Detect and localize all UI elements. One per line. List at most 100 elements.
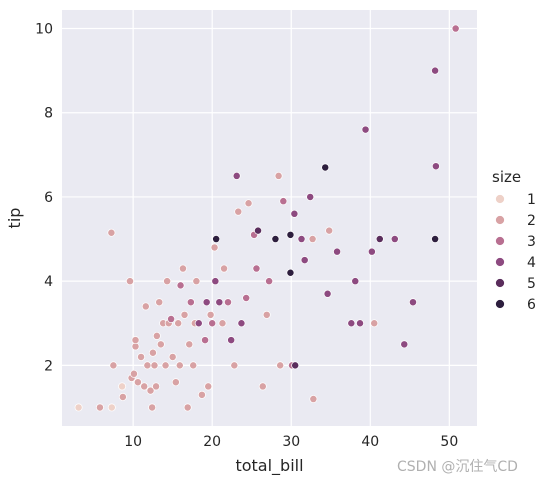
data-point xyxy=(140,382,149,391)
data-point xyxy=(215,298,224,307)
data-point xyxy=(254,226,262,235)
data-point xyxy=(174,319,183,328)
data-point xyxy=(300,256,309,265)
legend: size 1 2 3 4 5 6 xyxy=(492,168,536,313)
data-point xyxy=(107,228,116,237)
legend-marker xyxy=(495,278,505,288)
legend-title: size xyxy=(492,168,521,186)
data-point xyxy=(208,319,217,328)
data-point xyxy=(252,264,261,273)
data-point xyxy=(211,277,220,286)
data-point xyxy=(109,361,118,370)
data-point xyxy=(361,125,370,134)
legend-label: 1 xyxy=(527,192,536,208)
x-tick-label: 30 xyxy=(282,434,300,450)
data-point xyxy=(323,289,332,298)
data-point xyxy=(321,163,330,172)
data-point xyxy=(131,336,140,345)
legend-label: 2 xyxy=(527,213,536,229)
legend-label: 5 xyxy=(527,276,536,292)
data-point xyxy=(212,235,221,244)
data-point xyxy=(409,298,417,307)
data-point xyxy=(107,403,116,412)
plot-background xyxy=(62,10,477,426)
data-point xyxy=(176,281,185,290)
data-point xyxy=(291,361,300,370)
data-point xyxy=(244,199,253,208)
data-point xyxy=(152,382,161,391)
data-point xyxy=(148,348,157,357)
data-point xyxy=(118,382,127,391)
data-point xyxy=(156,340,165,349)
data-point xyxy=(194,319,203,328)
data-point xyxy=(137,352,145,361)
data-point xyxy=(297,235,306,244)
data-point xyxy=(74,403,83,412)
data-point xyxy=(400,340,409,349)
x-tick-labels: 10 20 30 40 50 xyxy=(124,434,458,450)
data-point xyxy=(163,277,172,286)
data-point xyxy=(161,361,170,370)
data-point xyxy=(286,268,295,277)
data-point xyxy=(242,294,251,302)
legend-label: 4 xyxy=(527,255,536,271)
data-point xyxy=(367,247,376,256)
data-point xyxy=(347,319,356,328)
data-point xyxy=(274,171,283,180)
data-point xyxy=(431,235,440,244)
y-tick-label: 6 xyxy=(44,190,53,206)
data-point xyxy=(220,264,228,273)
data-point xyxy=(265,277,274,286)
legend-marker xyxy=(495,236,505,246)
data-point xyxy=(230,361,239,370)
data-point xyxy=(183,403,192,412)
y-axis-label: tip xyxy=(5,208,24,229)
x-tick-label: 10 xyxy=(124,434,142,450)
data-point xyxy=(262,310,271,319)
data-point xyxy=(375,235,384,244)
data-point xyxy=(290,209,299,218)
data-point xyxy=(227,336,236,345)
data-point xyxy=(152,331,161,340)
data-point xyxy=(308,235,317,244)
data-point xyxy=(232,171,241,180)
data-point xyxy=(167,315,176,324)
data-point xyxy=(351,277,360,286)
data-point xyxy=(186,298,195,307)
legend-marker xyxy=(495,215,505,225)
data-points xyxy=(74,24,460,412)
legend-marker xyxy=(495,299,505,309)
data-point xyxy=(210,243,219,252)
data-point xyxy=(333,247,342,256)
y-tick-label: 8 xyxy=(44,106,53,122)
data-point xyxy=(271,235,280,244)
data-point xyxy=(141,302,150,311)
x-axis-label: total_bill xyxy=(235,456,303,476)
data-point xyxy=(129,369,138,378)
data-point xyxy=(431,162,440,171)
data-point xyxy=(143,361,152,370)
data-point xyxy=(218,319,227,328)
data-point xyxy=(206,310,215,319)
legend-marker xyxy=(495,257,505,267)
x-tick-label: 50 xyxy=(440,434,458,450)
data-point xyxy=(258,382,267,391)
data-point xyxy=(356,319,364,328)
data-point xyxy=(185,340,194,349)
data-point xyxy=(204,382,213,391)
data-point xyxy=(202,298,211,307)
x-tick-label: 40 xyxy=(361,434,379,450)
data-point xyxy=(178,264,187,273)
legend-entries: 1 2 3 4 5 6 xyxy=(495,192,536,313)
data-point xyxy=(286,230,295,239)
legend-marker xyxy=(495,194,505,204)
data-point xyxy=(370,319,379,328)
watermark: CSDN @沉住气CD xyxy=(397,459,518,475)
data-point xyxy=(192,277,201,286)
data-point xyxy=(451,24,460,33)
data-point xyxy=(118,392,127,401)
data-point xyxy=(150,361,159,370)
data-point xyxy=(201,336,210,345)
data-point xyxy=(155,298,164,307)
